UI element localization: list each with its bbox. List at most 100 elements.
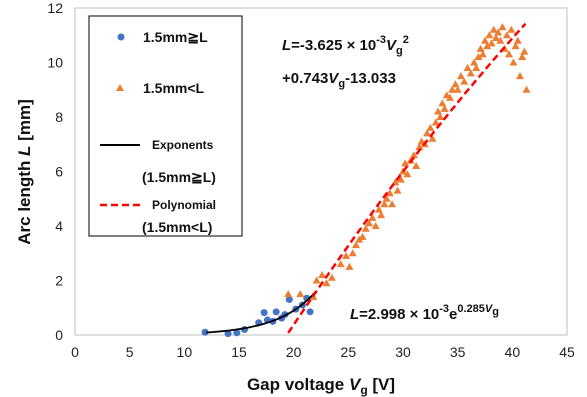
y-tick-label: 0	[55, 327, 63, 343]
data-point-triangle	[476, 44, 485, 52]
data-point-triangle	[472, 63, 481, 71]
data-point-triangle	[456, 72, 465, 80]
data-point-triangle	[371, 222, 380, 229]
data-point-triangle	[436, 113, 445, 120]
y-tick-label: 12	[47, 0, 63, 16]
data-point-triangle	[485, 31, 494, 39]
data-point-circle	[306, 308, 314, 316]
x-tick-label: 40	[505, 344, 521, 360]
data-point-triangle	[489, 25, 498, 33]
fit-curves	[206, 22, 527, 334]
x-tick-label: 30	[395, 344, 411, 360]
data-point-triangle	[368, 213, 377, 221]
x-tick-label: 0	[71, 344, 79, 360]
data-point-triangle	[509, 58, 518, 66]
data-point-triangle	[377, 211, 386, 219]
data-point-triangle	[327, 273, 336, 281]
x-tick-label: 25	[341, 344, 357, 360]
data-point-circle	[285, 296, 293, 304]
data-point-triangle	[466, 69, 475, 77]
data-point-triangle	[415, 142, 424, 150]
data-point-triangle	[348, 249, 357, 257]
data-point-triangle	[336, 260, 345, 268]
data-point-triangle	[345, 262, 354, 270]
data-point-triangle	[312, 276, 321, 284]
x-tick-label: 45	[559, 344, 575, 360]
data-point-triangle	[496, 36, 505, 44]
data-point-triangle	[433, 107, 442, 115]
data-point-triangle	[393, 186, 402, 194]
data-point-triangle	[409, 151, 418, 159]
data-point-triangle	[511, 42, 520, 50]
data-point-triangle	[403, 170, 412, 178]
legend-label-exp-cond: (1.5mm≧L)	[142, 169, 216, 185]
legend-label-poly: Polynomial	[152, 198, 216, 212]
data-point-triangle	[463, 63, 472, 71]
data-point-triangle	[440, 104, 449, 112]
x-tick-label: 15	[231, 344, 247, 360]
data-point-triangle	[380, 200, 389, 208]
data-point-triangle	[474, 53, 483, 61]
data-point-circle	[201, 328, 209, 336]
data-point-triangle	[481, 36, 489, 44]
x-tick-label: 35	[450, 344, 466, 360]
data-point-triangle	[423, 129, 432, 137]
data-point-triangle	[428, 134, 437, 142]
y-tick-label: 4	[55, 218, 63, 234]
data-point-triangle	[438, 99, 447, 107]
data-point-triangle	[515, 72, 524, 80]
data-point-triangle	[322, 279, 331, 287]
x-tick-label: 5	[126, 344, 134, 360]
data-point-triangle	[382, 194, 391, 202]
data-point-triangle	[342, 251, 351, 259]
data-point-triangle	[491, 33, 500, 41]
data-point-triangle	[478, 50, 487, 58]
data-point-circle	[260, 309, 268, 317]
data-point-triangle	[401, 159, 410, 167]
x-axis-title: Gap voltage Vg [V]	[247, 375, 395, 397]
data-point-triangle	[507, 25, 516, 33]
x-tick-label: 20	[286, 344, 302, 360]
data-points	[201, 23, 531, 338]
data-point-triangle	[446, 93, 455, 101]
legend-label-poly-cond: (1.5mm<L)	[142, 219, 212, 235]
polynomial-fit-line	[287, 22, 527, 334]
data-point-triangle	[520, 47, 529, 55]
legend-label-exp: Exponents	[152, 138, 214, 152]
legend-label-s1: 1.5mm≧L	[143, 29, 208, 45]
data-point-circle	[272, 308, 280, 316]
data-point-triangle	[426, 123, 435, 131]
y-tick-label: 8	[55, 109, 63, 125]
data-point-circle	[233, 329, 241, 337]
legend-marker-triangle	[116, 84, 124, 91]
data-point-triangle	[365, 219, 374, 227]
data-point-triangle	[448, 85, 457, 93]
data-point-triangle	[522, 85, 531, 93]
y-tick-label: 2	[55, 273, 63, 289]
data-point-triangle	[470, 58, 479, 66]
data-point-triangle	[358, 232, 367, 240]
data-point-triangle	[505, 50, 514, 58]
poly-equation-line1: L=-3.625 × 10-3Vg2	[282, 34, 409, 57]
data-point-circle	[224, 330, 232, 338]
data-point-triangle	[388, 200, 397, 208]
data-point-triangle	[518, 53, 527, 61]
poly-equation-line2: +0.743Vg-13.033	[282, 70, 396, 90]
legend-marker-circle	[117, 33, 125, 41]
data-point-triangle	[483, 42, 492, 50]
y-tick-label: 10	[47, 55, 63, 71]
data-point-triangle	[494, 28, 503, 36]
data-point-triangle	[487, 39, 496, 47]
data-point-triangle	[460, 77, 469, 85]
data-point-triangle	[385, 189, 394, 197]
data-point-triangle	[374, 205, 383, 213]
y-tick-label: 6	[55, 164, 63, 180]
tick-labels: 0 5 10 15 20 25 30 35 40 45 0 2 4 6 8 10 12	[47, 0, 575, 360]
data-point-triangle	[502, 31, 511, 39]
data-point-triangle	[431, 118, 440, 126]
data-point-triangle	[451, 80, 460, 88]
plot-area	[74, 7, 568, 336]
data-point-triangle	[412, 162, 421, 170]
exponent-fit-line	[206, 291, 317, 334]
